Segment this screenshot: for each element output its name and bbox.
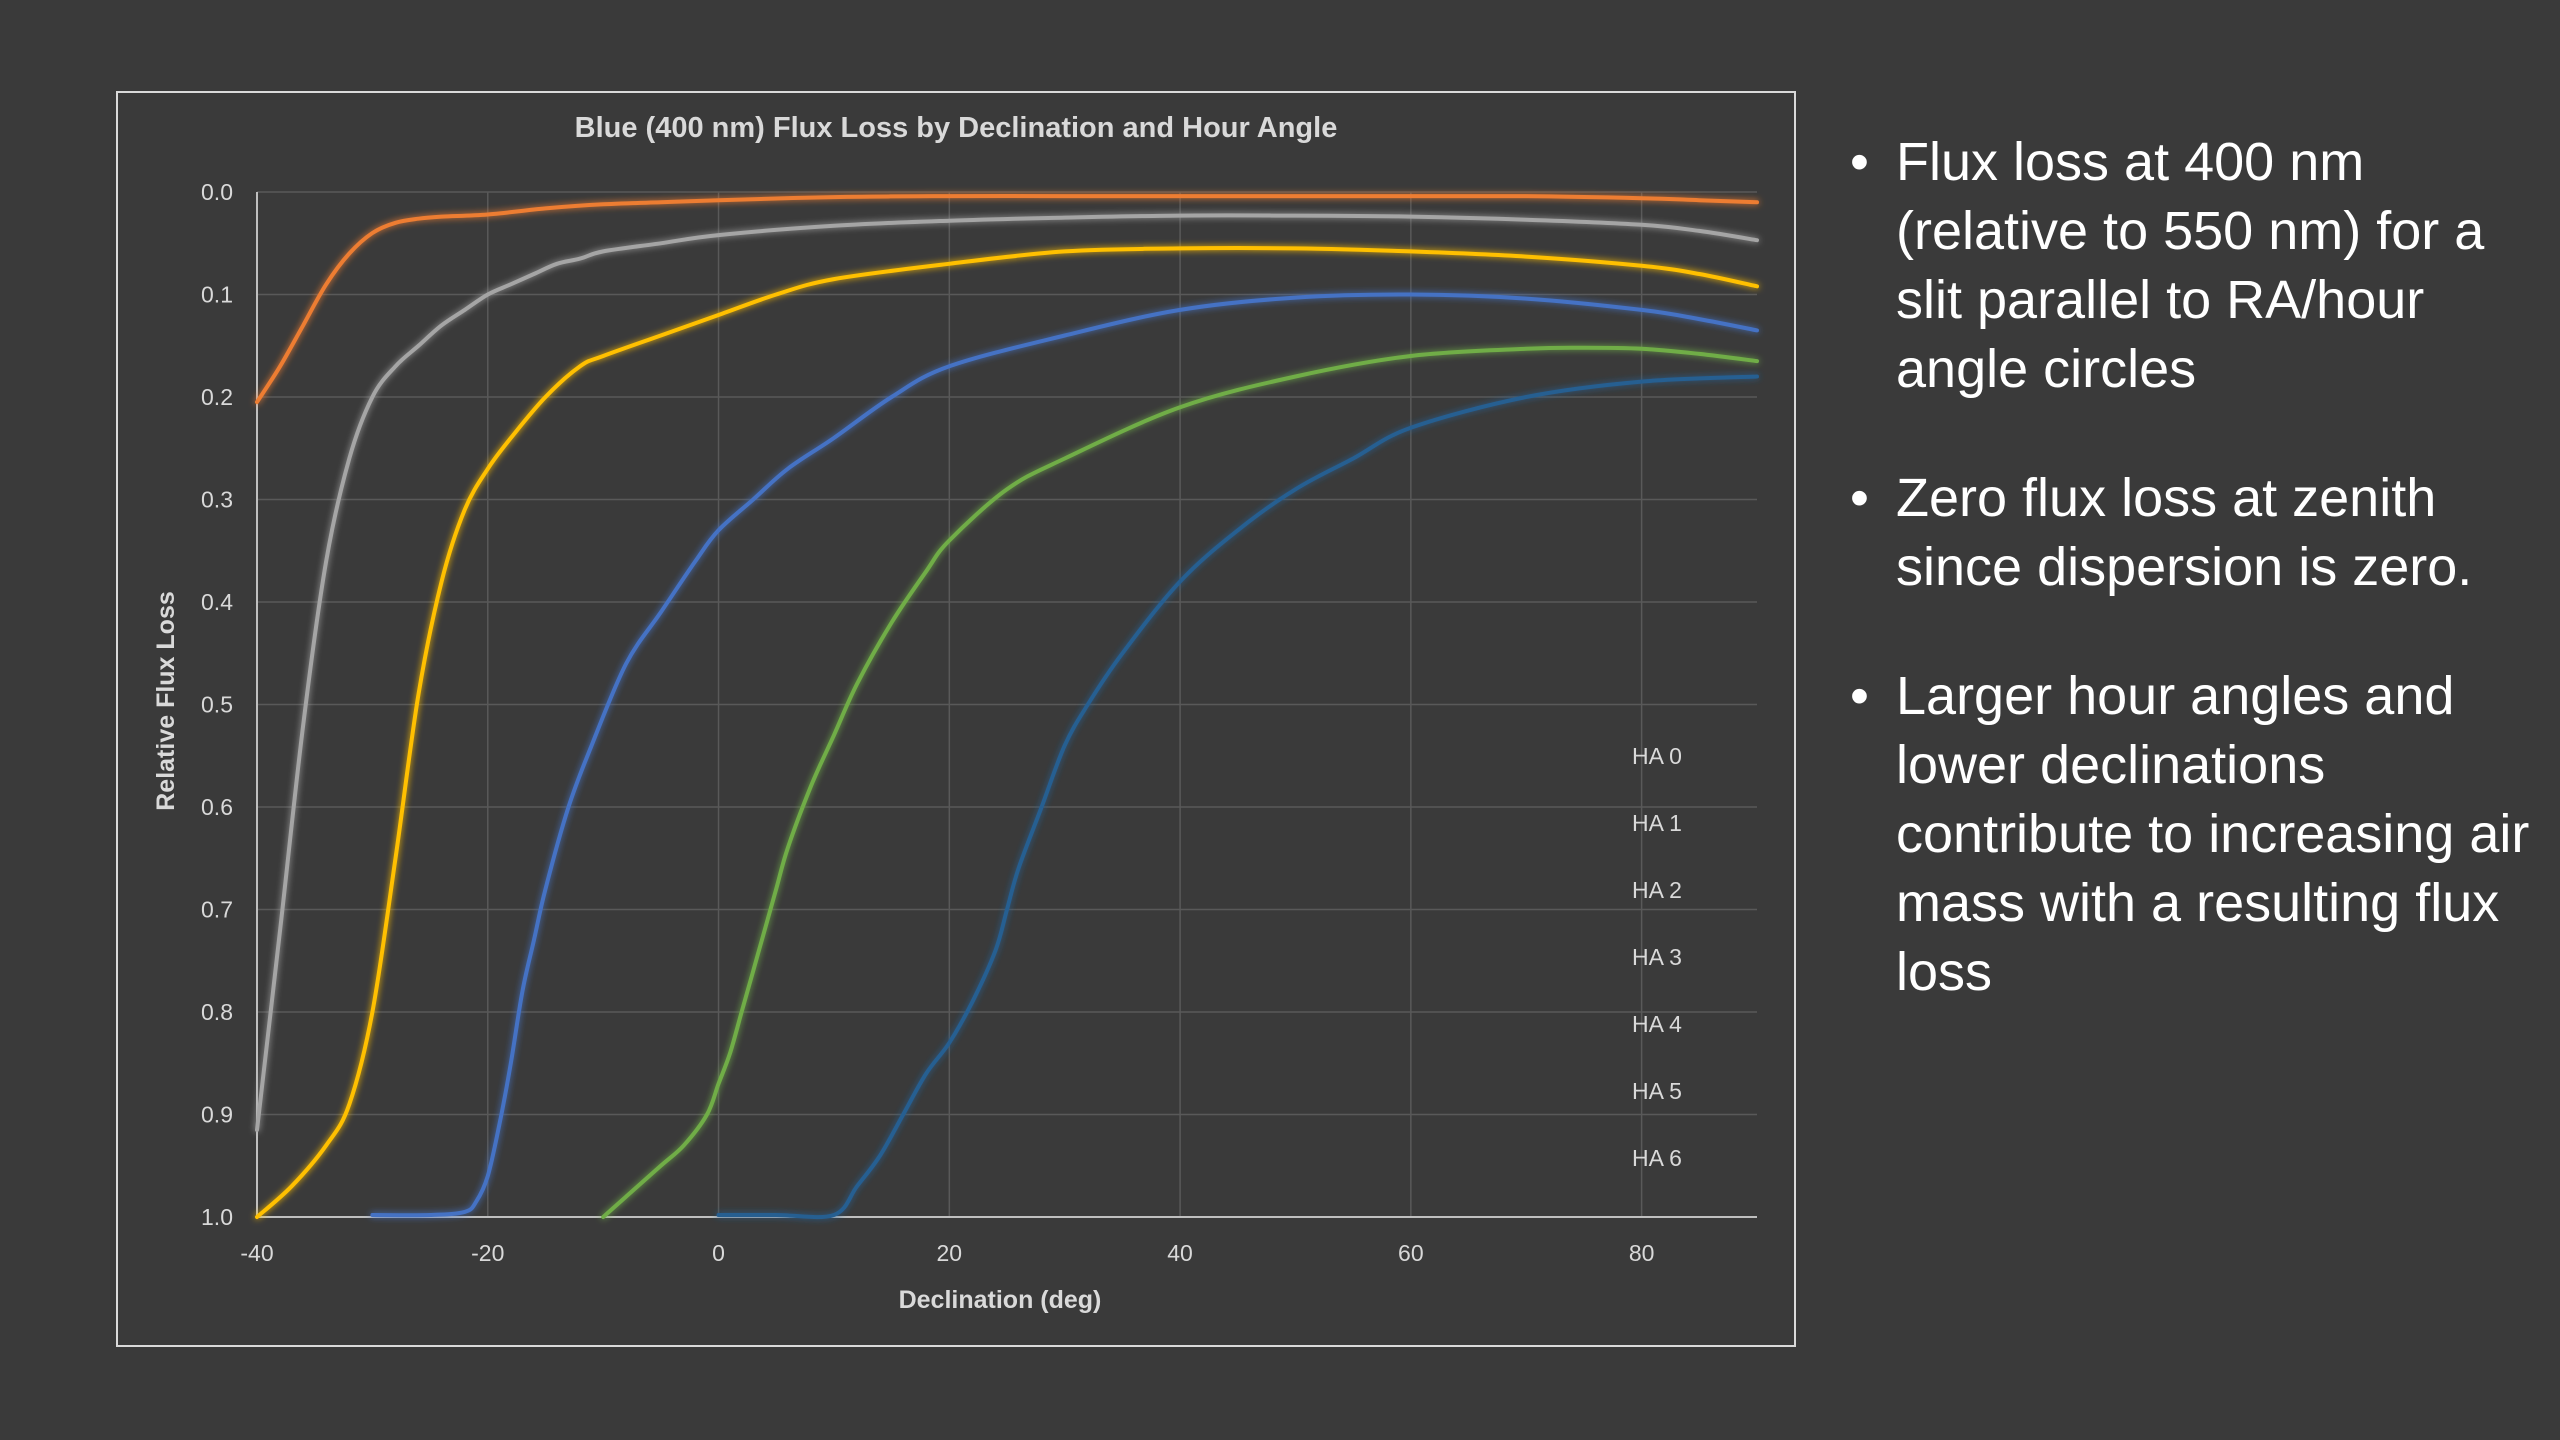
bullet-text: Larger hour angles and lower declination… [1896, 666, 2530, 1002]
legend-label-ha-0: HA 0 [1632, 743, 1682, 769]
legend-label-ha-1: HA 1 [1632, 810, 1682, 836]
bullet-dot: • [1850, 666, 1869, 726]
legend-label-ha-3: HA 3 [1632, 944, 1682, 970]
bullet-item: • Flux loss at 400 nm (relative to 550 nm… [1850, 128, 2530, 404]
y-tick-label: 0.4 [201, 589, 233, 615]
bullet-dot: • [1850, 132, 1869, 192]
y-tick-label: 0.2 [201, 384, 233, 410]
y-tick-label: 0.9 [201, 1102, 233, 1128]
gridlines [256, 191, 1757, 1218]
axes: 0.0 0.1 0.2 0.3 0.4 0.5 0.6 0.7 0.8 0.9 1.0 -40 -20 0… [201, 179, 1757, 1266]
bullet-list: • Flux loss at 400 nm (relative to 550 nm… [1850, 128, 2530, 1067]
y-tick-label: 0.3 [201, 487, 233, 513]
series-line-ha-5 [601, 345, 1759, 1219]
legend-label-ha-6: HA 6 [1632, 1145, 1682, 1171]
bullet-item: • Zero flux loss at zenith since dispersi… [1850, 464, 2530, 602]
x-tick-label: 60 [1398, 1240, 1424, 1266]
y-tick-label: 0.1 [201, 282, 233, 308]
x-tick-label: 0 [712, 1240, 725, 1266]
legend-label-ha-2: HA 2 [1632, 877, 1682, 903]
y-tick-label: 1.0 [201, 1204, 233, 1230]
y-tick-label: 0.6 [201, 794, 233, 820]
x-tick-label: -40 [240, 1240, 273, 1266]
bullet-text: Zero flux loss at zenith since dispersio… [1896, 468, 2473, 597]
series-line-ha-4 [370, 292, 1759, 1218]
x-tick-label: 40 [1167, 1240, 1193, 1266]
bullet-text: Flux loss at 400 nm (relative to 550 nm)… [1896, 132, 2485, 399]
x-axis-title: Declination (deg) [899, 1286, 1102, 1314]
x-tick-label: -20 [471, 1240, 504, 1266]
y-tick-label: 0.7 [201, 897, 233, 923]
series-line-ha-3 [255, 246, 1759, 1219]
series-lines [255, 190, 1759, 1220]
y-tick-label: 0.0 [201, 179, 233, 205]
legend-label-ha-5: HA 5 [1632, 1078, 1682, 1104]
chart-title: Blue (400 nm) Flux Loss by Declination a… [575, 112, 1338, 144]
bullet-dot: • [1850, 468, 1869, 528]
series-line-ha-6 [716, 374, 1759, 1220]
x-tick-label: 20 [937, 1240, 963, 1266]
y-axis-title: Relative Flux Loss [152, 591, 180, 811]
flux-loss-chart: Blue (400 nm) Flux Loss by Declination a… [152, 112, 1759, 1314]
series-line-ha-2 [255, 213, 1759, 1132]
legend: HA 0 HA 1 HA 2 HA 3 HA 4 HA 5 HA 6 [1580, 743, 1682, 1171]
y-tick-label: 0.5 [201, 692, 233, 718]
y-tick-label: 0.8 [201, 999, 233, 1025]
bullet-item: • Larger hour angles and lower declinatio… [1850, 662, 2530, 1007]
x-tick-label: 80 [1629, 1240, 1655, 1266]
legend-label-ha-4: HA 4 [1632, 1011, 1682, 1037]
series-line-ha-1 [255, 193, 1759, 405]
chart-frame: Blue (400 nm) Flux Loss by Declination a… [116, 91, 1796, 1347]
